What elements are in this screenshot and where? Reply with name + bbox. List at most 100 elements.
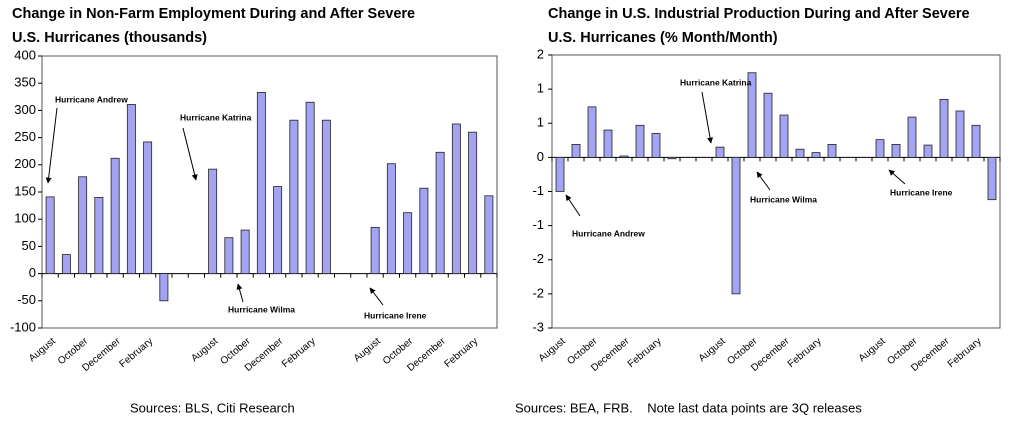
bar xyxy=(110,157,120,275)
annotation-arrow xyxy=(182,127,198,181)
y-tick-label: -1 xyxy=(532,183,544,198)
bar xyxy=(78,176,88,275)
bar xyxy=(955,110,965,158)
bar xyxy=(94,197,104,275)
bar xyxy=(603,129,613,158)
bar xyxy=(571,144,581,158)
bar xyxy=(619,155,629,158)
annotation: Hurricane Katrina xyxy=(680,77,752,87)
x-tick-label: February xyxy=(946,336,984,370)
bar xyxy=(484,195,494,274)
annotation: Hurricane Katrina xyxy=(180,112,252,122)
bar xyxy=(763,92,773,158)
bar xyxy=(208,168,218,274)
x-tick-label: August xyxy=(352,336,383,365)
bar xyxy=(747,72,757,158)
x-tick-label: February xyxy=(280,336,318,370)
bar xyxy=(923,144,933,158)
bar xyxy=(45,196,55,274)
bar xyxy=(403,212,413,274)
x-tick-label: August xyxy=(537,336,568,365)
bar xyxy=(273,186,283,274)
bar xyxy=(907,116,917,158)
bar xyxy=(435,151,445,274)
annotation-arrow xyxy=(756,171,771,191)
x-tick-label: August xyxy=(857,336,888,365)
annotation-arrow xyxy=(888,169,906,185)
annotation: Hurricane Andrew xyxy=(55,94,128,104)
x-tick-label: February xyxy=(786,336,824,370)
chart-title: Change in U.S. Industrial Production Dur… xyxy=(548,6,970,22)
bar xyxy=(939,98,949,158)
bar xyxy=(61,254,71,274)
bar xyxy=(715,146,725,158)
bar xyxy=(240,229,250,275)
y-tick-label: 2 xyxy=(537,46,544,61)
bar xyxy=(451,123,461,275)
source-note: Sources: BEA, FRB. Note last data points… xyxy=(515,400,862,415)
bar xyxy=(827,144,837,158)
chart-title: Change in Non-Farm Employment During and… xyxy=(12,6,415,22)
y-tick-label: 0 xyxy=(29,265,36,280)
y-tick-label: 0 xyxy=(537,149,544,164)
annotation-arrow xyxy=(236,283,244,303)
y-tick-label: 300 xyxy=(14,102,36,117)
bar xyxy=(635,124,645,158)
bar xyxy=(891,144,901,158)
bar xyxy=(126,104,136,275)
bar xyxy=(305,101,315,274)
source-note: Sources: BLS, Citi Research xyxy=(130,400,295,415)
annotation: Hurricane Irene xyxy=(364,310,427,320)
x-tick-label: February xyxy=(443,336,481,370)
x-tick-label: August xyxy=(189,336,220,365)
y-tick-label: 200 xyxy=(14,156,36,171)
y-tick-label: 150 xyxy=(14,183,36,198)
x-tick-label: February xyxy=(626,336,664,370)
annotation: Hurricane Irene xyxy=(890,187,953,197)
x-tick-label: February xyxy=(118,336,156,370)
bar xyxy=(587,106,597,158)
y-tick-label: -3 xyxy=(532,319,544,334)
y-tick-label: 400 xyxy=(14,47,36,62)
bar xyxy=(289,119,299,275)
y-tick-label: 350 xyxy=(14,75,36,90)
x-tick-label: August xyxy=(697,336,728,365)
y-tick-label: 50 xyxy=(22,238,36,253)
bar xyxy=(971,124,981,158)
bar xyxy=(667,156,677,160)
bar xyxy=(651,133,661,158)
bar xyxy=(731,156,741,295)
bar xyxy=(370,226,380,275)
bar xyxy=(224,237,234,274)
annotation: Hurricane Wilma xyxy=(228,304,295,314)
bar xyxy=(987,156,997,201)
bar xyxy=(143,141,153,274)
y-tick-label: 100 xyxy=(14,211,36,226)
y-tick-label: -100 xyxy=(10,319,36,334)
bar xyxy=(795,148,805,158)
y-tick-label: -2 xyxy=(532,285,544,300)
annotation: Hurricane Andrew xyxy=(572,228,645,238)
y-tick-label: 250 xyxy=(14,129,36,144)
bar xyxy=(779,114,789,158)
bar xyxy=(555,156,565,192)
bar xyxy=(386,163,396,275)
bar xyxy=(159,273,169,302)
annotation-arrow xyxy=(565,194,581,217)
bar xyxy=(875,139,885,158)
y-tick-label: 1 xyxy=(537,81,544,96)
annotation: Hurricane Wilma xyxy=(750,194,817,204)
chart-title: U.S. Hurricanes (thousands) xyxy=(12,30,207,46)
y-tick-label: 1 xyxy=(537,115,544,130)
chart-title: U.S. Hurricanes (% Month/Month) xyxy=(548,30,778,46)
x-tick-label: August xyxy=(27,336,58,365)
y-tick-label: -1 xyxy=(532,217,544,232)
annotation-arrow xyxy=(701,91,714,144)
annotation-arrow xyxy=(45,107,58,184)
annotation-arrow xyxy=(369,287,384,306)
y-tick-label: -2 xyxy=(532,251,544,266)
bar xyxy=(811,152,821,158)
bar xyxy=(419,187,429,274)
bar xyxy=(468,131,478,275)
